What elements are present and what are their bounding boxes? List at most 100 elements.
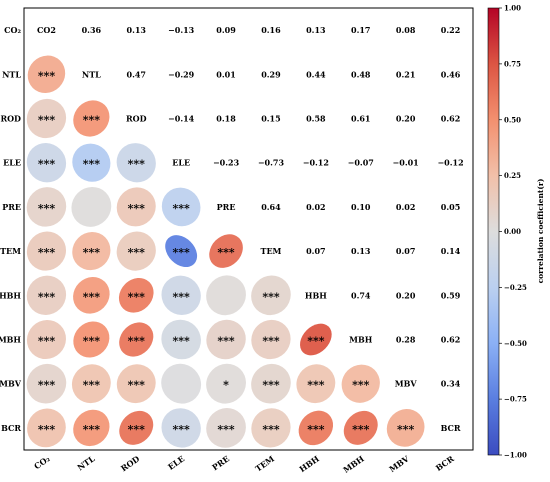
significance-stars: *** [128, 202, 146, 215]
significance-stars: *** [217, 335, 235, 348]
correlation-ellipse [72, 232, 111, 271]
significance-stars: *** [38, 246, 56, 259]
coefficient-value: −0.23 [213, 158, 240, 168]
significance-stars: *** [83, 335, 101, 348]
significance-stars: *** [217, 246, 235, 259]
significance-stars: *** [397, 423, 415, 436]
correlation-ellipse [206, 275, 246, 316]
colorbar-tick-label: 0.75 [504, 59, 521, 68]
column-label: HBH [297, 453, 321, 474]
correlation-ellipse [161, 275, 201, 315]
correlation-ellipse [116, 231, 156, 271]
coefficient-value: 0.13 [351, 246, 371, 256]
coefficient-value: 0.29 [261, 69, 281, 79]
correlation-ellipse [26, 187, 67, 227]
correlation-ellipse [71, 364, 111, 404]
significance-stars: *** [83, 114, 101, 127]
row-label: ROD [0, 114, 21, 124]
colorbar: 1.00 0.75 0.50 0.25 0.00 −0.25 −0.50 −0.75 −1.00… [487, 4, 545, 460]
coefficient-value: −0.29 [168, 69, 195, 79]
correlation-ellipse [341, 364, 380, 403]
correlation-ellipse [251, 319, 291, 360]
correlation-ellipse [73, 277, 110, 314]
significance-stars: *** [83, 379, 101, 392]
significance-stars: *** [38, 335, 56, 348]
column-label: BCR [434, 453, 456, 473]
colorbar-tick-label: 1.00 [504, 4, 521, 13]
coefficient-value: 0.21 [396, 69, 415, 79]
correlation-ellipse [27, 55, 66, 94]
correlation-ellipse [71, 186, 112, 227]
significance-stars: *** [38, 423, 56, 436]
correlation-ellipse [206, 408, 246, 448]
coefficient-value: 0.22 [441, 25, 460, 35]
significance-stars: *** [128, 290, 146, 303]
coefficient-value: 0.13 [306, 25, 326, 35]
column-labels: CO₂ NTL ROD ELE PRE TEM HBH MBH MBV BCR [32, 453, 456, 475]
significance-stars: *** [83, 290, 101, 303]
correlation-ellipse [251, 363, 291, 404]
significance-stars: *** [83, 158, 101, 171]
significance-stars: *** [262, 379, 280, 392]
significance-stars: *** [173, 423, 191, 436]
coefficient-value: 0.61 [351, 114, 370, 124]
correlation-ellipse [300, 323, 332, 356]
row-label: BCR [1, 423, 21, 433]
significance-stars: *** [262, 335, 280, 348]
coefficient-value: 0.02 [396, 202, 415, 212]
significance-stars: *** [128, 158, 146, 171]
row-label: ELE [3, 158, 21, 168]
correlation-ellipse [206, 319, 246, 360]
correlation-ellipse [116, 364, 156, 404]
coefficient-value: −0.01 [393, 158, 419, 168]
colorbar-tick-label: 0.50 [504, 115, 521, 124]
row-label: MBV [0, 379, 22, 389]
row-label: HBH [0, 290, 21, 300]
diagonal-label: TEM [260, 246, 281, 256]
correlation-ellipse [161, 363, 202, 404]
correlation-ellipse [116, 143, 156, 183]
coefficient-value: 0.13 [127, 25, 147, 35]
correlation-ellipse [26, 143, 67, 183]
column-label: TEM [253, 453, 276, 473]
coefficient-value: 0.46 [441, 69, 461, 79]
significance-stars: *** [83, 423, 101, 436]
coefficient-value: −0.73 [258, 158, 285, 168]
colorbar-tick-label: −0.25 [504, 283, 527, 292]
correlation-ellipse [118, 277, 154, 313]
coefficient-value: 0.02 [306, 202, 325, 212]
coefficient-value: 0.20 [396, 290, 416, 300]
coefficient-value: 0.59 [441, 290, 461, 300]
coefficient-value: 0.58 [306, 114, 326, 124]
row-label: TEM [0, 246, 21, 256]
correlation-ellipse [161, 187, 201, 227]
colorbar-tick-label: −0.75 [504, 395, 527, 404]
colorbar-tick-label: −0.50 [504, 339, 527, 348]
significance-stars: *** [38, 69, 56, 82]
coefficient-value: 0.47 [127, 69, 146, 79]
coefficient-value: 0.44 [306, 69, 326, 79]
significance-stars: *** [173, 202, 191, 215]
significance-stars: *** [38, 202, 56, 215]
correlation-ellipse [73, 100, 110, 137]
correlation-ellipse [26, 319, 66, 360]
diagonal-label: NTL [82, 69, 101, 79]
coefficient-value: 0.18 [216, 114, 236, 124]
correlation-ellipse [386, 409, 425, 447]
significance-stars: *** [128, 423, 146, 436]
column-label: PRE [210, 453, 231, 472]
correlation-ellipse [119, 322, 154, 357]
coefficient-value: 0.07 [396, 246, 415, 256]
diagonal-label: HBH [305, 290, 327, 300]
correlation-ellipse [116, 187, 156, 227]
significance-stars: *** [217, 423, 235, 436]
correlation-ellipse [165, 235, 198, 268]
coefficient-value: 0.28 [396, 335, 416, 345]
significance-stars: *** [262, 423, 280, 436]
coefficient-value: 0.05 [441, 202, 460, 212]
column-label: ELE [166, 453, 186, 471]
row-label: NTL [2, 69, 21, 79]
coefficient-value: −0.12 [437, 158, 463, 168]
correlation-ellipse [251, 275, 291, 316]
column-label: MBV [387, 453, 411, 474]
